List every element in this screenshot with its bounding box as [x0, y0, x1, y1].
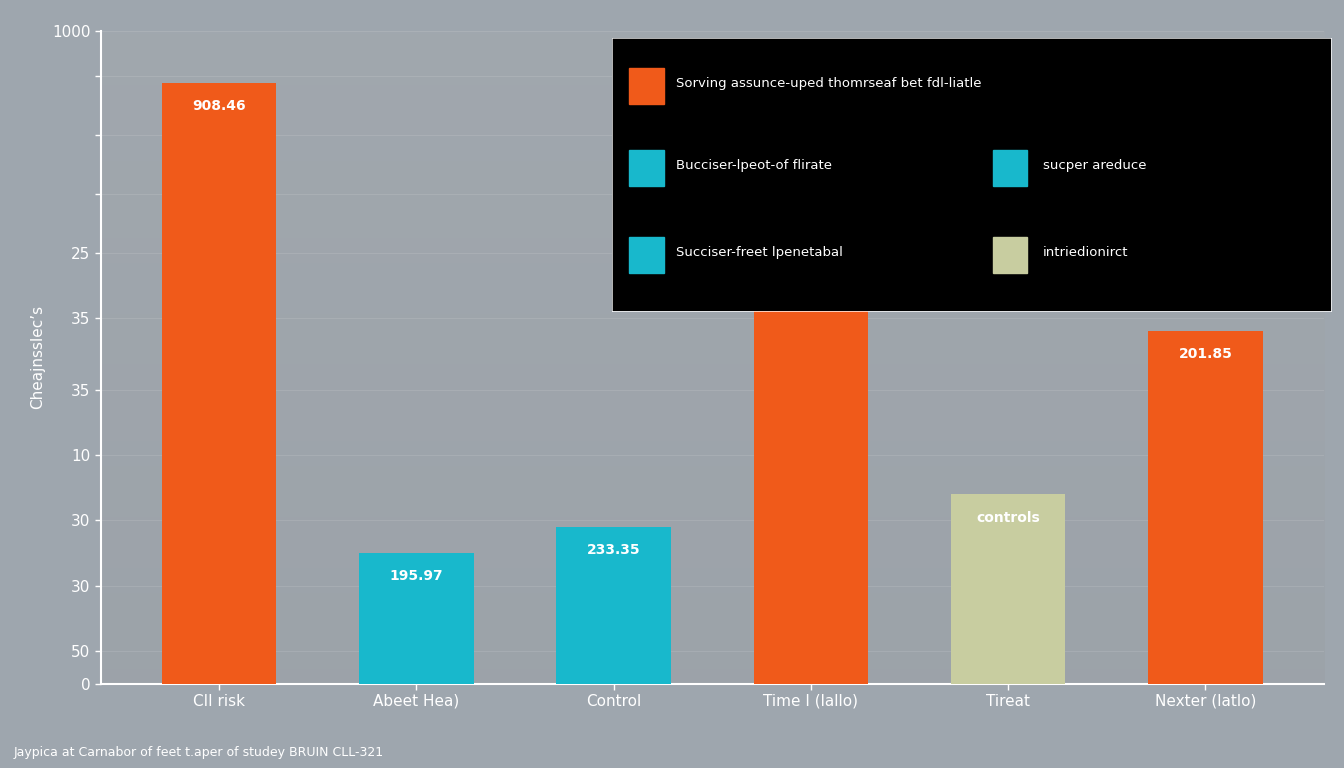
Bar — [629, 237, 664, 273]
Bar — [359, 553, 473, 684]
Bar — [993, 151, 1027, 186]
Text: Bucciser-lpeot-of flirate: Bucciser-lpeot-of flirate — [676, 159, 832, 172]
Text: 195.97: 195.97 — [390, 569, 444, 583]
Text: 908.46: 908.46 — [192, 99, 246, 113]
Text: 8.05.35: 8.05.35 — [781, 295, 840, 309]
Bar — [952, 495, 1066, 684]
Text: Sorving assunce-uped thomrseaf bet fdl-liatle: Sorving assunce-uped thomrseaf bet fdl-l… — [676, 77, 981, 90]
Text: sucper areduce: sucper areduce — [1043, 159, 1146, 172]
Bar — [556, 527, 671, 684]
Bar — [1148, 331, 1263, 684]
Text: intriedionirct: intriedionirct — [1043, 246, 1129, 259]
Text: Jaypica at Carnabor of feet t.aper of studey BRUIN CLL-321: Jaypica at Carnabor of feet t.aper of st… — [13, 746, 383, 759]
Text: 233.35: 233.35 — [587, 543, 641, 557]
Bar — [629, 68, 664, 104]
Y-axis label: Cheajnsslec’s: Cheajnsslec’s — [30, 305, 44, 409]
Bar — [993, 237, 1027, 273]
Bar — [629, 151, 664, 186]
Text: controls: controls — [976, 511, 1040, 525]
Text: Succiser-freet lpenetabal: Succiser-freet lpenetabal — [676, 246, 843, 259]
Text: 201.85: 201.85 — [1179, 347, 1232, 361]
Bar — [754, 279, 868, 684]
Bar — [163, 83, 277, 684]
